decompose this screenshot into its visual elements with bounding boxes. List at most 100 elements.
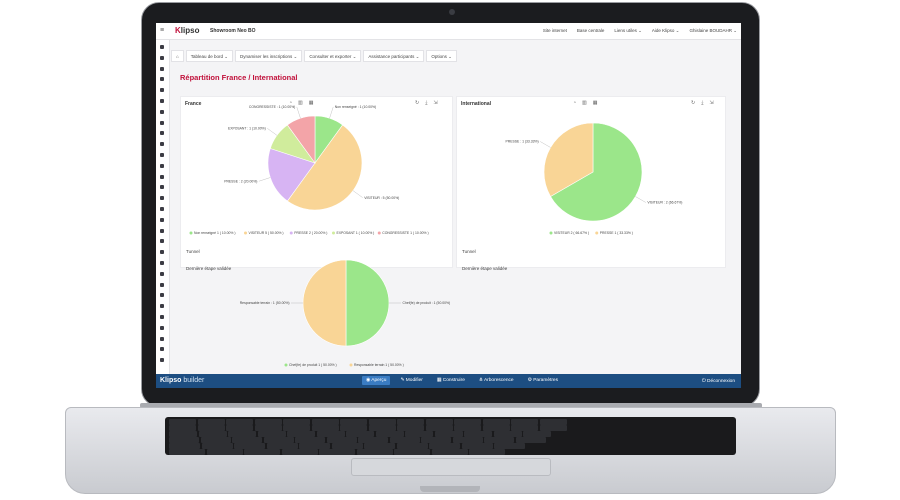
bar-chart-icon[interactable]: ▥ [582, 100, 587, 106]
tab-modifier[interactable]: ✎ Modifier [400, 378, 423, 383]
keyboard-key [254, 424, 282, 431]
keyboard-key [169, 436, 199, 443]
aide-klipso-menu[interactable]: Aide Klipso ⌄ [651, 28, 680, 33]
tab-parametres[interactable]: ⚙ Paramètres [527, 378, 558, 383]
legend-label[interactable]: PRESSE 2 ( 20.00% ) [294, 231, 327, 235]
nav-assistance-participants[interactable]: Assistance participants ⌄ [363, 50, 425, 62]
sidebar-nav-icon[interactable] [160, 228, 164, 233]
klipso-logo[interactable]: Klipso [175, 26, 200, 35]
sidebar-nav-icon[interactable] [160, 207, 164, 211]
charts-layer: Non renseigné : 1 (10.00%) VISITEUR : 5 (… [189, 105, 682, 367]
logout-button[interactable]: ⏻ Déconnexion [701, 379, 735, 384]
legend-label[interactable]: VISITEUR 5 ( 50.00% ) [249, 231, 284, 235]
pie-chart-icon[interactable]: ◔ [289, 100, 293, 106]
sidebar-nav-icon[interactable] [160, 250, 164, 255]
sidebar-nav-icon[interactable] [160, 239, 164, 244]
pie-slice[interactable] [543, 122, 594, 197]
sidebar-nav-icon[interactable] [160, 45, 164, 49]
sidebar-nav-icon[interactable] [160, 185, 164, 190]
base-centrale-link[interactable]: Base centrale [576, 28, 605, 33]
keyboard-key [429, 442, 460, 449]
sidebar-nav-icon[interactable] [160, 66, 164, 71]
sidebar-nav-icon[interactable] [160, 88, 164, 93]
nav-options[interactable]: Options ⌄ [426, 50, 457, 62]
sidebar-nav-icon[interactable] [160, 120, 164, 125]
table-icon[interactable]: ▦ [592, 100, 598, 106]
tab-arborescence[interactable]: ⋔ Arborescence [478, 378, 514, 383]
derniere-etape-label-left: Dernière étape validée [186, 266, 232, 271]
keyboard-key [452, 436, 483, 443]
legend-label[interactable]: VISITEUR 2 ( 66.67% ) [554, 231, 589, 235]
tab-apercu[interactable]: ◉ Aperçu [362, 376, 391, 385]
refresh-icon[interactable]: ↻ [691, 100, 696, 106]
legend-label[interactable]: Non renseigné 1 ( 10.00% ) [194, 231, 235, 235]
sidebar-nav-icon[interactable] [160, 271, 164, 276]
hamburger-menu-icon[interactable]: ≡ [160, 27, 165, 34]
sidebar-nav-icon[interactable] [160, 336, 164, 341]
keyboard-key [368, 424, 396, 431]
sidebar-nav-icon[interactable] [160, 304, 164, 309]
sidebar-nav-icon[interactable] [160, 174, 164, 179]
keyboard-key [539, 424, 567, 431]
nav-tableau-de-bord[interactable]: Tableau de bord ⌄ [185, 50, 234, 62]
download-icon[interactable]: ⤓ [425, 100, 428, 106]
nav-consulter-exporter[interactable]: Consulter et exporter ⌄ [304, 50, 362, 62]
keyboard-row [169, 418, 567, 425]
sidebar-nav-icon[interactable] [160, 347, 164, 352]
sidebar-nav-icon[interactable] [160, 131, 164, 136]
keyboard-key [425, 424, 453, 431]
site-internet-link[interactable]: Site internet [542, 28, 567, 33]
legend-label[interactable]: EXPOSANT 1 ( 10.00% ) [337, 231, 375, 235]
pie-chart-1: VISITEUR : 2 (66.67%) PRESSE : 1 (33.33%) [506, 122, 682, 222]
sidebar-nav-icon[interactable] [160, 109, 164, 114]
chart-type-tools-intl: ◔ ▥ ▦ [573, 100, 598, 106]
sidebar-nav-icon[interactable] [160, 196, 164, 201]
legend-swatch [595, 231, 599, 235]
keyboard-key [198, 430, 227, 437]
legend-label[interactable]: CONGRESSISTE 1 ( 10.00% ) [382, 231, 428, 235]
export-icon[interactable]: ⇲ [433, 100, 438, 106]
sidebar-nav-icon[interactable] [160, 358, 164, 363]
pie-chart-0: Non renseigné : 1 (10.00%) VISITEUR : 5 (… [224, 105, 399, 211]
keyboard-key [358, 436, 388, 443]
tab-construire[interactable]: ▦ Construire [436, 378, 465, 383]
keyboard-key [397, 418, 424, 425]
sidebar-nav-icon[interactable] [160, 153, 164, 157]
pie-chart-2: Chef(fe) de produit : 1 (50.00%) Responsa… [240, 259, 450, 347]
home-icon[interactable]: ⌂ [171, 50, 184, 62]
keyboard-key [316, 430, 345, 437]
refresh-icon[interactable]: ↻ [415, 100, 420, 106]
legend-label[interactable]: PRESSE 1 ( 33.33% ) [600, 231, 633, 235]
pie-chart-icon[interactable]: ◔ [573, 100, 577, 106]
keyboard-key [494, 442, 525, 449]
keyboard-key [295, 436, 325, 443]
sidebar-nav-icon[interactable] [160, 315, 164, 319]
pie-slice[interactable] [302, 259, 347, 347]
export-icon[interactable]: ⇲ [709, 100, 714, 106]
legend-label[interactable]: Responsable terrain 1 ( 50.00% ) [354, 363, 404, 367]
sidebar-nav-icon[interactable] [160, 293, 164, 298]
liens-utiles-menu[interactable]: Liens utiles ⌄ [614, 28, 642, 33]
legend-label[interactable]: Chef(fe) de produit 1 ( 50.00% ) [289, 363, 337, 367]
sidebar-nav-icon[interactable] [160, 325, 164, 330]
sidebar-nav-icon[interactable] [160, 77, 164, 82]
bar-chart-icon[interactable]: ▥ [298, 100, 303, 106]
keyboard-key [346, 430, 374, 437]
sidebar-nav-icon[interactable] [160, 142, 164, 147]
keyboard-key [287, 430, 315, 437]
user-menu[interactable]: Ghislaine BOUDAHR ⌄ [689, 28, 737, 33]
sidebar-nav-icon[interactable] [160, 99, 164, 103]
pie-slice[interactable] [267, 148, 316, 202]
pie-slice[interactable] [345, 259, 390, 347]
table-icon[interactable]: ▦ [308, 100, 314, 106]
sidebar-nav-icon[interactable] [160, 163, 164, 168]
sidebar-nav-icon[interactable] [160, 217, 164, 222]
keyboard-key [482, 418, 510, 425]
derniere-etape-label-right: Dernière étape validée [462, 266, 508, 271]
download-icon[interactable]: ⤓ [701, 100, 704, 106]
pie-callout-label: VISITEUR : 5 (50.00%) [364, 196, 399, 200]
sidebar-nav-icon[interactable] [160, 282, 164, 287]
sidebar-nav-icon[interactable] [160, 261, 164, 265]
nav-dynamiser-inscriptions[interactable]: Dynamiser les inscriptions ⌄ [235, 50, 303, 62]
sidebar-nav-icon[interactable] [160, 55, 164, 60]
